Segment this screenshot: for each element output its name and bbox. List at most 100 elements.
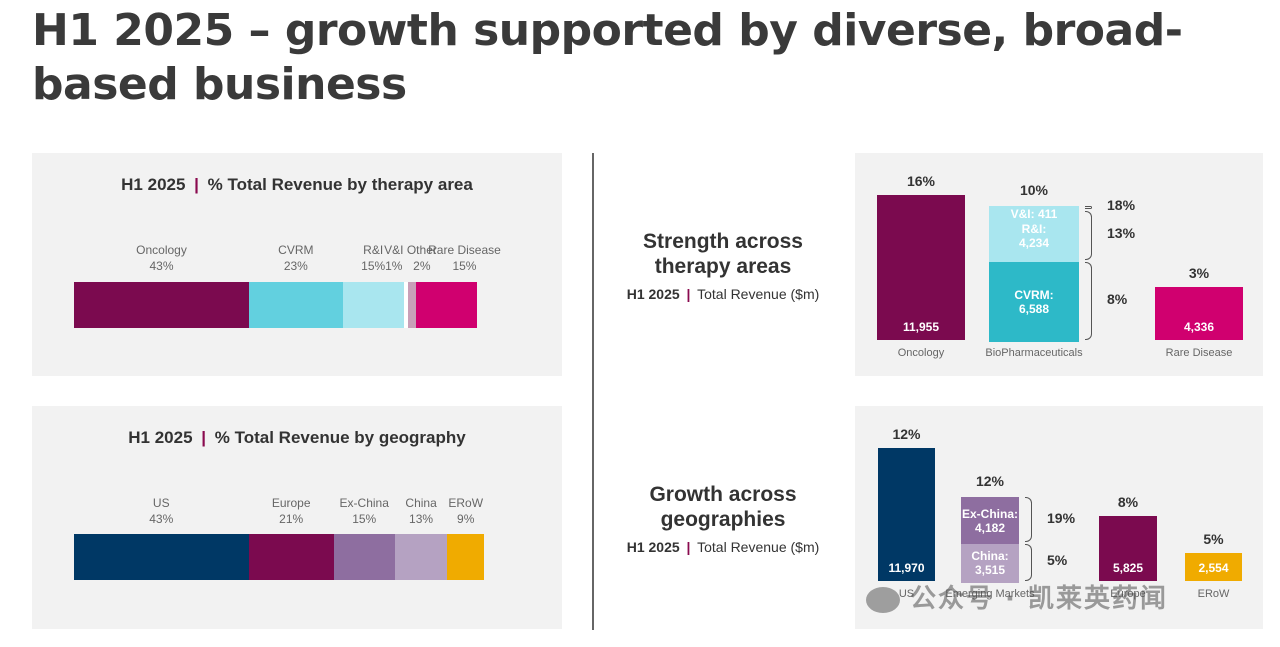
share-label-name: CVRM [278, 243, 314, 257]
segment-name: Ex-China: [961, 506, 1018, 521]
share-label-value: 43% [149, 259, 174, 273]
share-label-name: Rare Disease [428, 243, 501, 257]
share-label-value: 9% [457, 512, 475, 526]
share-label-value: 21% [279, 512, 304, 526]
share-label-value: 15% [361, 259, 386, 273]
revenue-bar-rare-disease: 4,336 [1155, 287, 1243, 340]
share-label-oncology: Oncology 43% [136, 242, 187, 274]
share-segment-us [74, 534, 249, 580]
share-label-china: China 13% [405, 495, 436, 527]
category-label-biopharmaceuticals: BioPharmaceuticals [985, 347, 1083, 359]
total-growth-rare-disease: 3% [1188, 265, 1210, 282]
share-label-name: US [152, 496, 170, 510]
revenue-bar-biopharmaceuticals-v-i: V&I: 411 [989, 203, 1079, 221]
share-label-name: Other [406, 243, 437, 257]
category-label-europe: Europe [1110, 588, 1146, 600]
revenue-bar-value: 2,554 [1198, 560, 1229, 575]
share-label-value: 2% [413, 259, 431, 273]
segment-growth-label: 13% [1107, 225, 1136, 242]
total-growth-erow: 5% [1203, 530, 1224, 547]
share-label-r-i: R&I 15% [361, 242, 385, 274]
therapy-side-sub: H1 2025 | Total Revenue ($m) [610, 286, 836, 302]
revenue-bar-erow: 2,554 [1185, 552, 1242, 581]
revenue-bar-emerging-markets-ex-china: Ex-China: 4,182 [961, 495, 1019, 544]
therapy-side-label: Total Revenue ($m) [697, 286, 820, 302]
revenue-bar-value: CVRM: 6,588 [989, 288, 1079, 316]
share-label-us: US 43% [149, 495, 173, 527]
category-label-emerging-markets: Emerging Markets [945, 588, 1035, 600]
revenue-bar-value: V&I: 411 [989, 207, 1079, 221]
geo-share-title: H1 2025 | % Total Revenue by geography [32, 428, 562, 448]
growth-brace [1085, 262, 1092, 340]
therapy-share-sep: | [194, 175, 199, 194]
share-label-value: 13% [409, 512, 434, 526]
growth-brace [1085, 205, 1092, 209]
revenue-bar-value: 5,825 [1112, 560, 1144, 575]
share-segment-europe [248, 534, 334, 580]
share-segment-oncology [74, 282, 250, 328]
segment-value: 3,515 [974, 563, 1006, 578]
share-label-europe: Europe 21% [272, 495, 311, 527]
therapy-share-bar [74, 282, 477, 328]
geo-side-label: Total Revenue ($m) [697, 539, 820, 555]
growth-brace [1085, 210, 1092, 261]
vertical-divider [592, 153, 594, 630]
total-growth-oncology: 16% [906, 173, 936, 189]
share-label-other: Other 2% [407, 242, 437, 274]
watermark: 公众号 · 凯莱英药闻 [866, 578, 1168, 615]
watermark-text: 公众号 · 凯莱英药闻 [910, 584, 1168, 614]
share-label-value: 43% [149, 512, 174, 526]
page-title: H1 2025 – growth supported by diverse, b… [32, 5, 1183, 110]
segment-growth-label: 8% [1107, 291, 1128, 308]
therapy-revenue-panel: 11,955 16% Oncology CVRM: 6,588 8% R&I: 4,234 13… [855, 153, 1263, 376]
revenue-bar-value: China: 3,515 [961, 549, 1019, 577]
share-label-name: Europe [271, 496, 311, 510]
share-label-name: Ex-China [339, 496, 389, 510]
geo-share-sep: | [201, 428, 207, 447]
share-label-rare-disease: Rare Disease 15% [428, 242, 501, 274]
geo-revenue-panel: 11,970 12% US China: 3,515 5% Ex-China: 4,182 19… [855, 406, 1263, 629]
share-label-value: 23% [283, 259, 308, 273]
share-label-name: ERoW [448, 496, 484, 510]
revenue-bar-us: 11,970 [878, 448, 935, 581]
revenue-bar-biopharmaceuticals-cvrm: CVRM: 6,588 [989, 260, 1079, 342]
geo-side-year: H1 2025 [626, 539, 680, 555]
total-growth-europe: 8% [1117, 494, 1139, 511]
revenue-bar-value: 11,970 [888, 561, 925, 575]
share-label-v-i: V&I 1% [384, 242, 403, 274]
share-segment-china [394, 534, 448, 580]
geo-side-heading-line1: Growth across [649, 483, 797, 506]
revenue-bar-emerging-markets-china: China: 3,515 [961, 541, 1019, 583]
geo-side-sub: H1 2025 | Total Revenue ($m) [610, 539, 836, 555]
segment-value: 4,182 [974, 520, 1006, 535]
revenue-bar-value: R&I: 4,234 [989, 222, 1079, 250]
geo-side-heading: Growth across geographies [610, 482, 836, 532]
segment-growth-label: 5% [1047, 552, 1068, 569]
segment-name: China: [971, 549, 1009, 564]
geo-share-label: % Total Revenue by geography [214, 428, 466, 447]
share-segment-erow [447, 534, 484, 580]
category-label-oncology: Oncology [897, 347, 945, 359]
segment-name: R&I: [1021, 222, 1047, 237]
segment-growth-label: 18% [1107, 197, 1136, 214]
geo-side-sep: | [686, 539, 691, 555]
revenue-bar-biopharmaceuticals-r-i: R&I: 4,234 [989, 208, 1079, 263]
share-segment-ex-china [333, 534, 395, 580]
segment-growth-label: 19% [1047, 509, 1076, 526]
category-label-erow: ERoW [1197, 588, 1230, 600]
geo-share-panel: H1 2025 | % Total Revenue by geography U… [32, 406, 562, 629]
therapy-revenue-chart: 11,955 16% Oncology CVRM: 6,588 8% R&I: 4,234 13… [855, 153, 1263, 376]
category-label-rare-disease: Rare Disease [1165, 347, 1233, 359]
share-label-name: R&I [363, 243, 384, 257]
total-growth-biopharmaceuticals: 10% [1019, 181, 1049, 198]
share-segment-r-i [342, 282, 404, 328]
revenue-bar-value: Ex-China: 4,182 [961, 507, 1019, 535]
segment-value: 4,234 [1018, 236, 1050, 251]
therapy-side-heading-line1: Strength across [643, 230, 803, 253]
revenue-bar-europe: 5,825 [1099, 516, 1157, 581]
share-label-ex-china: Ex-China 15% [340, 495, 389, 527]
therapy-side-heading: Strength across therapy areas [610, 229, 836, 279]
therapy-share-year: H1 2025 [121, 175, 186, 194]
share-label-erow: ERoW 9% [448, 495, 483, 527]
therapy-share-title: H1 2025 | % Total Revenue by therapy are… [32, 175, 562, 195]
